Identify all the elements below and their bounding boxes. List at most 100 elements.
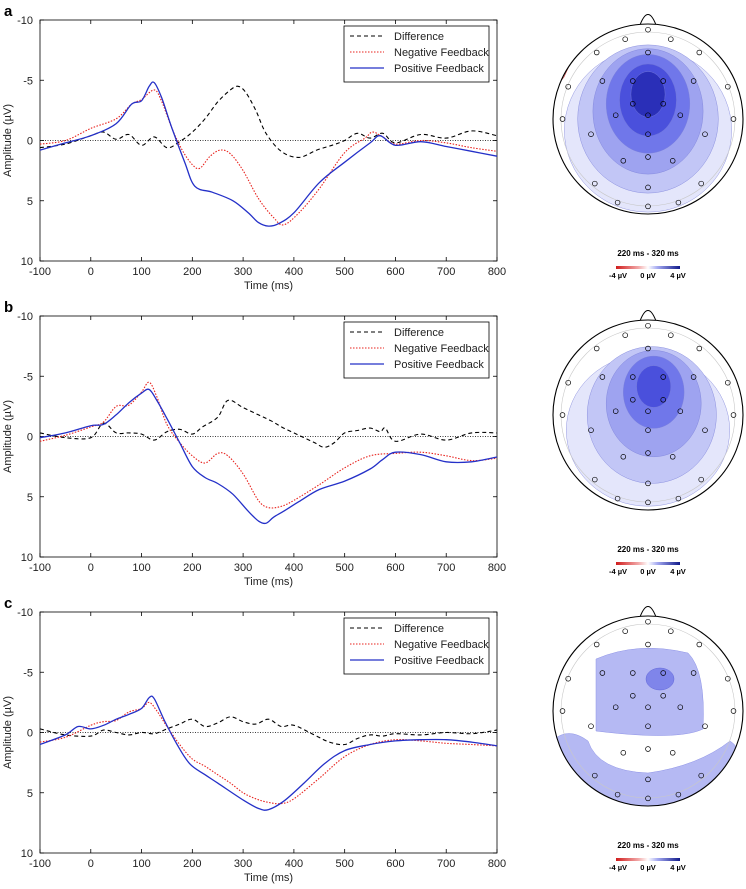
electrode-marker: [645, 131, 651, 137]
x-tick-label: 700: [437, 562, 455, 574]
legend-label: Negative Feedback: [394, 47, 489, 59]
electrode-marker: [588, 131, 594, 137]
electrode-marker: [669, 158, 676, 164]
x-tick-label: 200: [183, 562, 201, 574]
electrode-marker: [588, 723, 594, 729]
scalp-map-b: 220 ms - 320 ms -4 µV 0 µV 4 µV: [552, 310, 744, 576]
x-tick-label: 500: [335, 858, 353, 870]
x-axis-label: Time (ms): [244, 872, 293, 884]
electrode-marker: [645, 746, 651, 752]
electrode-marker: [592, 180, 598, 187]
electrode-marker: [614, 791, 621, 798]
electrode-marker: [645, 408, 651, 414]
colour-scale-bar: [616, 266, 680, 269]
x-tick-label: 100: [132, 858, 150, 870]
legend-label: Difference: [394, 623, 444, 635]
electrode-marker: [730, 708, 737, 714]
electrode-marker: [620, 454, 627, 460]
electrode-marker: [565, 83, 571, 90]
x-tick-label: 100: [132, 562, 150, 574]
electrode-marker: [660, 397, 666, 403]
electrode-marker: [565, 675, 571, 682]
panel-letter: a: [4, 3, 13, 20]
legend-label: Positive Feedback: [394, 359, 484, 371]
x-tick-label: 400: [285, 266, 303, 278]
electrode-marker: [630, 670, 636, 676]
electrode-marker: [660, 374, 666, 380]
contour-level-2: [645, 667, 675, 691]
y-tick-label: 0: [27, 432, 33, 444]
electrode-marker: [622, 628, 628, 634]
electrode-marker: [660, 78, 666, 84]
electrode-marker: [645, 345, 651, 352]
electrode-marker: [725, 379, 731, 386]
electrode-marker: [645, 203, 651, 210]
y-tick-label: 5: [27, 788, 33, 800]
electrode-marker: [630, 101, 636, 107]
series-line-negative-feedback: [39, 89, 498, 226]
contour-level-5: [636, 365, 672, 408]
electrode-marker: [612, 408, 619, 414]
y-tick-label: -5: [23, 371, 33, 383]
colour-scale-bar: [616, 858, 680, 861]
scalp-contours: [566, 346, 730, 507]
electrode-marker: [645, 427, 651, 433]
scalp-contours: [553, 44, 732, 213]
electrode-marker: [690, 670, 697, 676]
legend: Difference Negative Feedback Positive Feed…: [343, 617, 490, 675]
time-window-caption: 220 ms - 320 ms: [617, 545, 679, 554]
head-outline: [552, 319, 744, 511]
x-tick-label: 200: [183, 266, 201, 278]
electrode-marker: [645, 723, 651, 729]
electrode-marker: [702, 131, 708, 137]
electrode-marker: [645, 641, 651, 648]
electrode-marker: [668, 332, 674, 338]
electrode-marker: [690, 78, 697, 84]
series-line-difference: [39, 716, 498, 746]
electrode-marker: [690, 374, 697, 380]
electrode-marker: [696, 641, 703, 648]
electrode-marker: [599, 374, 606, 380]
electrode-marker: [730, 412, 737, 418]
colour-scale-label: 0 µV: [640, 567, 656, 576]
y-tick-label: 5: [27, 196, 33, 208]
legend-label: Positive Feedback: [394, 655, 484, 667]
electrode-marker: [645, 499, 651, 506]
y-axis-label: Amplitude (µV): [2, 400, 14, 473]
electrode-marker: [593, 641, 600, 648]
electrode-marker: [645, 480, 651, 487]
x-tick-label: 200: [183, 858, 201, 870]
electrode-marker: [677, 112, 684, 118]
x-tick-label: 700: [437, 266, 455, 278]
colour-scale-label: -4 µV: [609, 271, 627, 280]
head-outline: [552, 615, 744, 807]
y-tick-label: -10: [17, 15, 33, 27]
panel-a: a -100 0 100 200 300 400 500 600 700 800 -10 -5 0 5 10 T…: [2, 3, 506, 292]
electrode-marker: [660, 693, 666, 699]
series-line-positive-feedback: [39, 81, 498, 227]
electrode-marker: [645, 184, 651, 191]
electrode-marker: [593, 345, 600, 352]
electrode-marker: [660, 101, 666, 107]
electrode-marker: [698, 476, 704, 483]
series-line-positive-feedback: [39, 695, 498, 811]
y-tick-label: -5: [23, 667, 33, 679]
electrode-marker: [630, 374, 636, 380]
x-tick-label: 600: [386, 562, 404, 574]
x-tick-label: 500: [335, 562, 353, 574]
electrode-marker: [696, 345, 703, 352]
electrode-marker: [630, 78, 636, 84]
x-tick-label: 600: [386, 858, 404, 870]
panel-letter: c: [4, 595, 12, 612]
contour-level-1: [595, 647, 704, 736]
electrode-marker: [620, 158, 627, 164]
electrode-marker: [668, 628, 674, 634]
nose-outline: [639, 310, 657, 322]
x-tick-label: 0: [88, 858, 94, 870]
series-line-difference: [39, 399, 498, 448]
electrode-marker: [593, 49, 600, 56]
electrode-marker: [677, 704, 684, 710]
x-tick-label: 800: [488, 562, 506, 574]
electrode-marker: [702, 723, 708, 729]
